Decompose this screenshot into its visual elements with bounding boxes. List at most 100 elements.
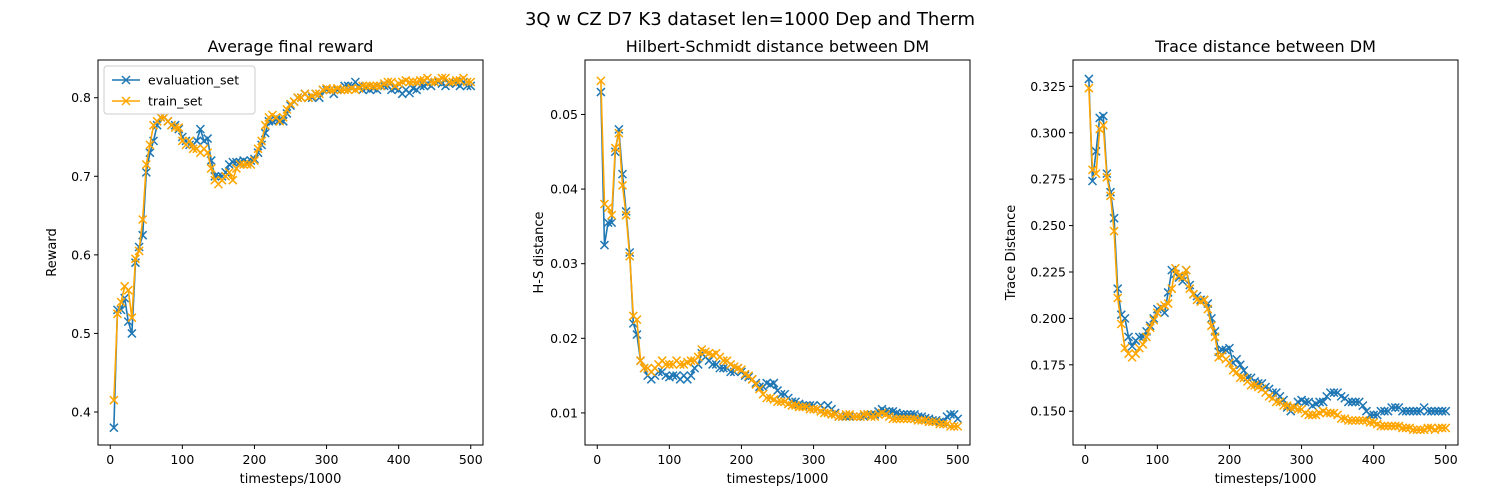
data-point	[1397, 406, 1408, 416]
data-point	[383, 77, 393, 87]
data-point	[1181, 265, 1191, 275]
subplot-hs-distance: Hilbert-Schmidt distance between DM 0 100 2…	[532, 37, 971, 487]
data-point	[938, 419, 948, 429]
data-point	[1347, 415, 1357, 426]
subplot-title: Average final reward	[208, 37, 374, 56]
data-point	[404, 88, 414, 98]
data-point	[203, 134, 213, 144]
data-point	[141, 159, 151, 170]
data-point	[610, 143, 620, 153]
data-point	[224, 167, 234, 177]
data-point	[466, 77, 476, 87]
x-axis-label: timesteps/1000	[1215, 472, 1317, 487]
plot-frame	[97, 59, 484, 446]
data-point	[1325, 388, 1335, 398]
data-point	[278, 112, 288, 122]
data-point	[1091, 169, 1101, 179]
data-point	[852, 412, 862, 422]
data-point	[1170, 263, 1180, 273]
data-point	[358, 81, 368, 91]
data-point	[185, 136, 195, 146]
y-tick-label: 0.02	[550, 331, 578, 346]
data-point	[1401, 423, 1411, 433]
data-point	[156, 112, 166, 122]
data-point	[228, 157, 238, 167]
data-point	[451, 75, 461, 85]
data-point	[1365, 410, 1375, 420]
data-point	[408, 77, 418, 87]
data-point	[664, 359, 674, 369]
data-point	[1441, 423, 1451, 433]
data-point	[1390, 402, 1400, 413]
data-point	[1084, 74, 1094, 84]
data-point	[693, 352, 703, 362]
data-point	[1109, 213, 1119, 223]
data-point	[841, 409, 851, 419]
data-point	[718, 356, 728, 366]
data-point	[819, 408, 829, 418]
data-point	[1397, 423, 1408, 433]
data-point	[953, 421, 963, 431]
data-point	[365, 81, 375, 91]
x-tick-label: 300	[802, 452, 826, 467]
data-point	[776, 389, 786, 399]
data-point	[1441, 406, 1451, 416]
x-axis-label: timesteps/1000	[240, 472, 342, 487]
data-point	[1365, 417, 1375, 427]
data-point	[116, 297, 126, 307]
data-point	[899, 414, 909, 424]
subplot-trace-distance: Trace distance between DM 0 100 200 300 400 50…	[1004, 37, 1459, 487]
data-point	[1235, 373, 1245, 383]
data-point	[145, 140, 155, 150]
x-tick-label: 500	[459, 452, 483, 467]
data-point	[1318, 397, 1328, 407]
subplot-title: Hilbert-Schmidt distance between DM	[626, 37, 929, 56]
x-tick-label: 0	[1081, 452, 1089, 467]
data-point	[1131, 349, 1141, 359]
data-point	[242, 159, 252, 170]
data-point	[632, 315, 642, 325]
data-point	[1343, 415, 1353, 426]
data-point	[1351, 397, 1361, 407]
series-train-set	[1084, 83, 1451, 435]
y-tick-label: 0.04	[550, 182, 578, 197]
data-point	[1098, 120, 1108, 130]
data-point	[1235, 360, 1245, 370]
data-point	[769, 378, 779, 388]
data-point	[621, 210, 631, 220]
legend-marker	[121, 96, 131, 106]
data-point	[426, 77, 436, 87]
data-point	[127, 313, 137, 323]
y-tick-label: 0.03	[550, 256, 578, 271]
data-point	[708, 359, 718, 369]
x-tick-label: 100	[1145, 452, 1169, 467]
data-point	[1376, 421, 1386, 431]
y-tick-label: 0.05	[550, 107, 578, 122]
data-point	[174, 123, 184, 133]
data-point	[607, 210, 617, 220]
data-point	[361, 81, 371, 91]
data-point	[949, 421, 959, 431]
legend-marker	[121, 75, 131, 85]
data-point	[192, 136, 202, 146]
data-point	[596, 76, 606, 86]
data-point	[1415, 425, 1426, 435]
data-point	[170, 123, 180, 133]
legend-box	[103, 65, 256, 115]
data-point	[1426, 406, 1436, 416]
data-point	[1300, 397, 1310, 407]
data-point	[1358, 401, 1368, 411]
data-point	[715, 363, 725, 373]
data-point	[1084, 83, 1094, 93]
y-axis-label: H-S distance	[532, 212, 547, 294]
data-point	[953, 414, 963, 424]
data-point	[614, 128, 624, 138]
data-point	[325, 85, 335, 95]
data-point	[1232, 354, 1242, 364]
data-point	[1116, 319, 1126, 329]
data-point	[917, 415, 927, 425]
data-point	[603, 218, 613, 228]
plot-frame	[1072, 59, 1459, 446]
data-point	[1120, 343, 1130, 353]
data-point	[130, 254, 141, 264]
